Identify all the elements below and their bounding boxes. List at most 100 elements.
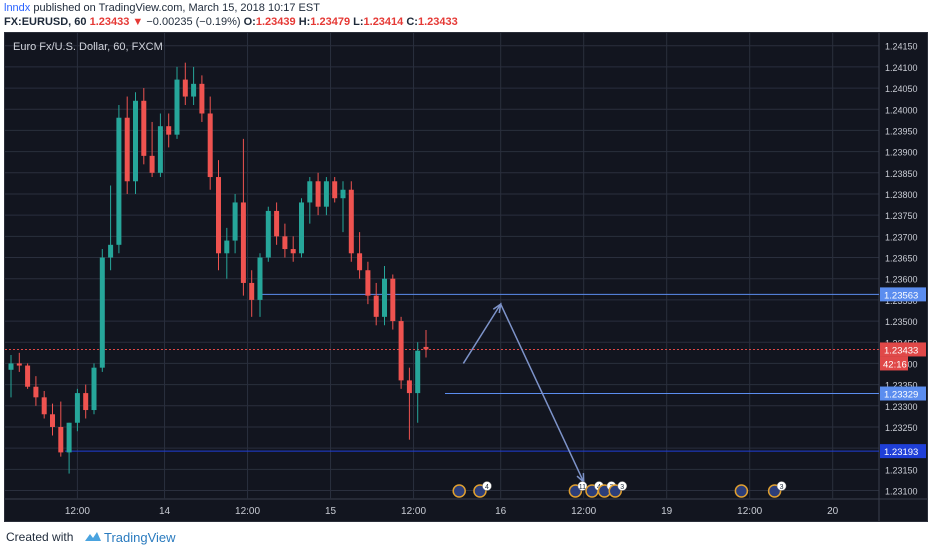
candle-body [274,210,280,237]
event-badge-count: 3 [780,484,784,491]
candle-body [166,126,172,135]
y-tick-label: 1.23250 [885,423,918,433]
candle-body [33,386,39,398]
close-label: C: [406,16,418,28]
symbol-label: FX:EURUSD, 60 [4,16,87,28]
candle-body [299,202,304,254]
price-axis-badge-label: 1.23193 [884,447,918,458]
candle-body [91,367,97,411]
candle-body [257,257,263,300]
low-label: L: [353,16,364,28]
event-badge [776,481,787,491]
author-link[interactable]: lnndx [4,2,31,14]
candle-body [58,426,64,453]
candle-body [365,270,371,296]
candle-body [116,117,122,245]
candle-body [232,202,238,241]
candle-body [149,155,155,173]
y-tick-label: 1.23850 [885,169,918,179]
x-tick-label: 15 [325,506,337,517]
candlestick-chart[interactable]: 1.24150 1.24100 1.24050 1.24000 1.23950 1.239… [5,33,927,521]
candle-body [182,79,188,97]
candle-body [133,100,138,182]
candle-body [332,181,338,199]
candle-body [406,380,412,394]
footer: Created with TradingView [0,524,932,550]
publish-info: lnndx published on TradingView.com, Marc… [4,2,320,14]
event-flag-icon [452,484,466,498]
y-tick-label: 1.23150 [885,465,918,475]
tradingview-brand[interactable]: TradingView [104,530,176,545]
candle-body [348,189,354,254]
candle-body [290,249,296,254]
y-tick-label: 1.23800 [885,190,918,200]
candle-body [265,210,271,258]
event-badge [617,481,627,491]
down-arrow-icon: ▼ [132,16,144,28]
event-badge-count: 4 [485,484,489,491]
candle-body [157,126,163,173]
candle-body [191,83,197,97]
candle-body [207,113,213,178]
open-label: O: [243,16,256,28]
candle-body [373,295,379,317]
x-tick-label: 20 [827,506,839,517]
candle-body [108,244,114,258]
candle-body [224,240,230,254]
last-price: 1.23433 [89,16,130,28]
candle-body [390,278,396,322]
x-tick-label: 12:00 [401,506,426,517]
candle-body [249,282,255,300]
candle-body [74,393,80,423]
price-axis-badge [880,287,926,302]
event-badge [482,481,492,491]
created-with-text: Created with [6,530,74,544]
candle-body [357,253,363,271]
countdown-label: 42:16 [883,359,907,370]
price-axis-badge-label: 1.23329 [884,390,918,401]
candle-body [16,363,22,366]
candle-body [398,321,404,381]
price-axis-badge-label: 1.23563 [884,290,918,301]
candle-body [323,181,329,207]
y-tick-label: 1.23650 [885,254,918,264]
price-change: −0.00235 (−0.19%) [146,16,241,28]
event-badge-count: 3 [620,484,624,491]
chart-panel[interactable]: 1.24150 1.24100 1.24050 1.24000 1.23950 1.239… [4,32,928,522]
candle-body [83,393,89,411]
y-tick-label: 1.24150 [885,42,918,52]
low-value: 1.23414 [363,16,404,28]
ohlc-line: FX:EURUSD, 60 1.23433 ▼ −0.00235 (−0.19%… [4,16,458,28]
candle-body [307,181,313,203]
countdown-badge [880,356,908,371]
chart-title: Euro Fx/U.S. Dollar, 60, FXCM [13,41,163,53]
candle-body [124,117,130,182]
candle-body [8,363,14,370]
event-flag-icon [734,484,749,498]
y-tick-label: 1.23500 [885,317,918,327]
candle-body [382,278,387,317]
price-axis-badge [880,386,926,401]
y-tick-label: 1.24100 [885,63,918,73]
candle-body [282,236,288,250]
y-tick-label: 1.23900 [885,148,918,158]
event-badge [577,481,588,491]
candle-body [99,257,105,368]
tradingview-cloud-icon [85,532,101,541]
candle-body [174,79,180,135]
price-axis-badge [880,444,926,459]
x-tick-label: 12:00 [737,506,762,517]
y-tick-label: 1.23750 [885,211,918,221]
chart-background [5,33,927,521]
high-value: 1.23479 [310,16,351,28]
event-badge-count: 11 [579,484,586,491]
candle-body [50,414,55,427]
published-text: published on TradingView.com, March 15, … [30,2,320,14]
candle-body [415,350,421,394]
candle-body [315,181,321,207]
x-tick-label: 19 [661,506,673,517]
y-tick-label: 1.23950 [885,126,918,136]
arrow-head-up [492,302,502,314]
y-tick-label: 1.24050 [885,84,918,94]
high-label: H: [298,16,311,28]
